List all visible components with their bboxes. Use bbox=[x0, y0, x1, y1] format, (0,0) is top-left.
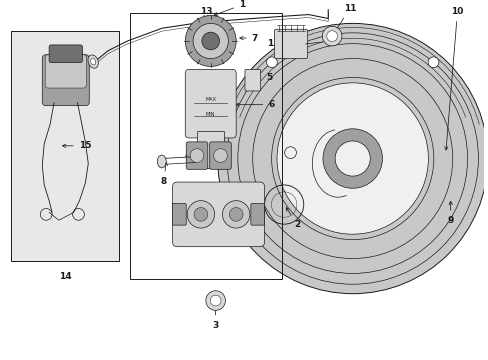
Text: 14: 14 bbox=[60, 271, 72, 280]
Circle shape bbox=[322, 26, 341, 46]
Circle shape bbox=[229, 207, 243, 221]
Text: MAX: MAX bbox=[205, 97, 216, 102]
FancyBboxPatch shape bbox=[45, 55, 86, 88]
Bar bbox=[130, 13, 282, 279]
Text: 10: 10 bbox=[444, 7, 463, 150]
Text: 4: 4 bbox=[184, 151, 205, 160]
Text: MIN: MIN bbox=[205, 112, 215, 117]
Circle shape bbox=[326, 31, 337, 41]
Circle shape bbox=[190, 149, 203, 162]
Text: 12: 12 bbox=[266, 40, 287, 49]
Circle shape bbox=[187, 201, 214, 228]
Text: 3: 3 bbox=[212, 304, 218, 329]
FancyBboxPatch shape bbox=[250, 204, 264, 225]
Bar bbox=[11, 31, 119, 261]
Ellipse shape bbox=[90, 58, 96, 65]
FancyBboxPatch shape bbox=[172, 204, 186, 225]
FancyBboxPatch shape bbox=[49, 45, 82, 63]
Circle shape bbox=[213, 149, 227, 162]
FancyBboxPatch shape bbox=[186, 142, 207, 169]
Circle shape bbox=[202, 32, 219, 50]
FancyBboxPatch shape bbox=[274, 29, 307, 59]
FancyBboxPatch shape bbox=[172, 182, 264, 247]
Text: 11: 11 bbox=[333, 4, 355, 33]
FancyBboxPatch shape bbox=[185, 69, 236, 138]
Circle shape bbox=[277, 83, 427, 234]
Circle shape bbox=[427, 57, 438, 68]
Text: 7: 7 bbox=[239, 33, 258, 42]
Circle shape bbox=[210, 295, 221, 306]
Circle shape bbox=[205, 291, 225, 310]
Text: 8: 8 bbox=[160, 162, 167, 185]
FancyBboxPatch shape bbox=[244, 69, 260, 91]
FancyBboxPatch shape bbox=[209, 142, 231, 169]
FancyBboxPatch shape bbox=[42, 55, 89, 105]
Circle shape bbox=[194, 207, 207, 221]
Ellipse shape bbox=[88, 55, 98, 68]
Text: 13: 13 bbox=[199, 7, 212, 19]
Circle shape bbox=[193, 23, 228, 59]
Circle shape bbox=[217, 23, 487, 294]
Circle shape bbox=[266, 57, 277, 68]
Circle shape bbox=[222, 201, 249, 228]
Text: 2: 2 bbox=[285, 208, 300, 229]
Text: 5: 5 bbox=[255, 73, 272, 82]
Circle shape bbox=[323, 129, 382, 188]
Text: 6: 6 bbox=[235, 100, 274, 109]
Circle shape bbox=[185, 15, 236, 67]
Text: 15: 15 bbox=[62, 141, 91, 150]
Ellipse shape bbox=[157, 155, 166, 168]
Text: 1: 1 bbox=[214, 0, 244, 15]
Text: 9: 9 bbox=[447, 201, 453, 225]
Circle shape bbox=[334, 141, 369, 176]
FancyBboxPatch shape bbox=[197, 131, 224, 168]
